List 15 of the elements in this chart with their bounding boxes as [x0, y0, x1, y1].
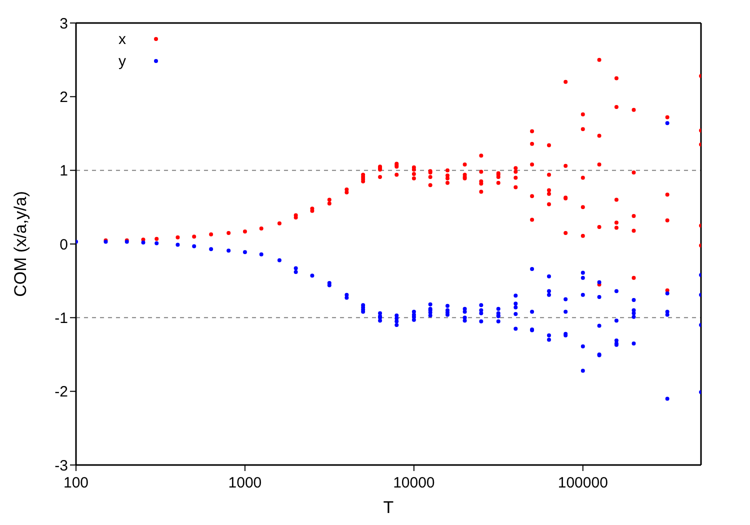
legend-label: x: [118, 30, 126, 48]
x-tick-label: 1000: [228, 474, 262, 492]
y-tick-label: -1: [54, 310, 68, 327]
y-tick-label: 1: [60, 162, 68, 180]
legend-label: y: [118, 52, 126, 70]
y-tick-label: -3: [54, 457, 68, 474]
y-tick-label: -2: [54, 384, 68, 401]
x-tick-label: 100000: [558, 474, 608, 492]
x-tick-label: 10000: [393, 474, 435, 492]
x-axis-title: T: [383, 498, 394, 517]
y-axis-title: COM (x/a,y/a): [11, 191, 30, 297]
x-tick-label: 100: [63, 474, 89, 492]
y-tick-label: 3: [60, 15, 68, 32]
y-tick-label: 0: [60, 236, 68, 254]
y-tick-label: 2: [60, 88, 68, 106]
